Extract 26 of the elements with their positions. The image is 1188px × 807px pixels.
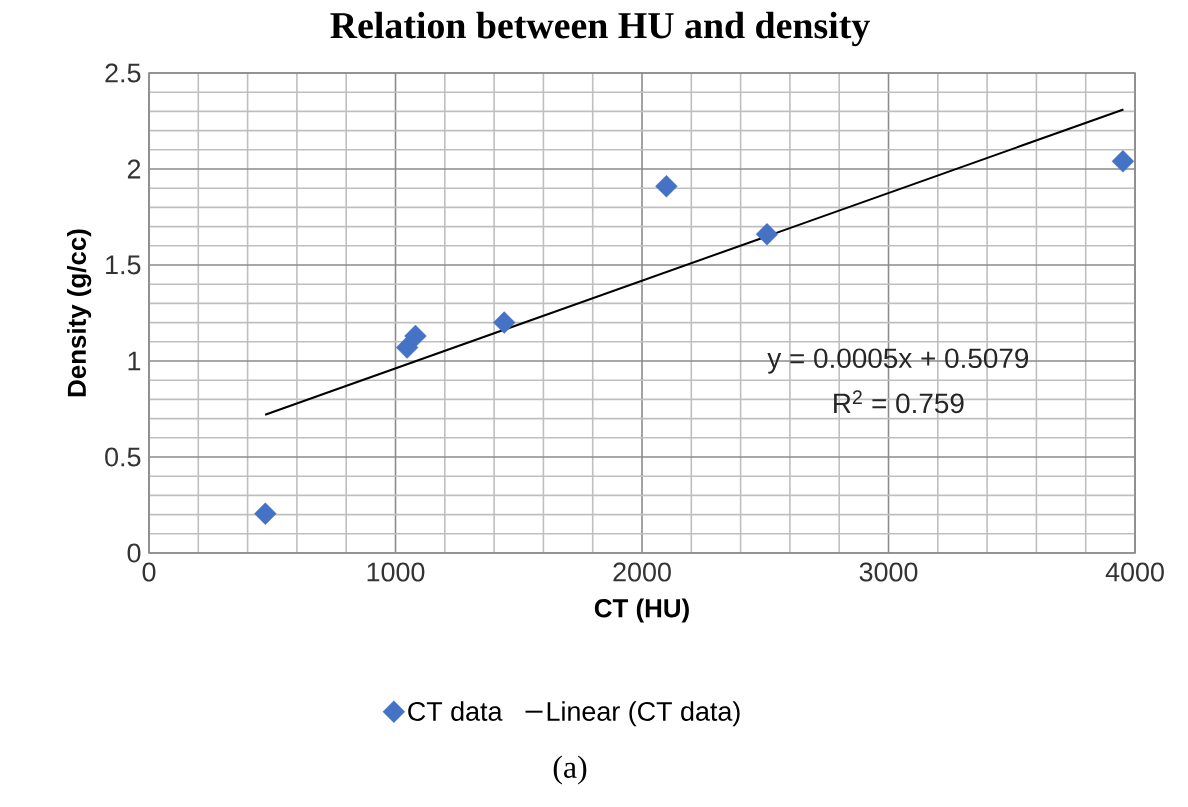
y-tick-label: 2 xyxy=(127,159,141,179)
point xyxy=(655,175,678,198)
x-tick-label: 0 xyxy=(142,562,156,582)
point xyxy=(1111,150,1135,173)
point xyxy=(395,336,419,359)
point xyxy=(493,311,516,334)
text: (a) xyxy=(553,755,587,785)
legend-label: Linear (CT data) xyxy=(547,701,740,727)
y-tick-label: 0 xyxy=(127,543,141,563)
x-tick-label: 1000 xyxy=(367,562,425,582)
point xyxy=(755,223,779,246)
y-tick-label: 0.5 xyxy=(105,447,141,467)
chart-title: Relation between HU and density xyxy=(330,11,870,47)
annotation: y = 0.0005x + 0.5079 xyxy=(767,348,1029,374)
y-tick-label: 1 xyxy=(128,351,141,371)
y-axis-title: Density (g/cc) xyxy=(66,229,92,397)
x-axis-title: CT (HU) xyxy=(594,598,689,623)
x-tick-label: 2000 xyxy=(613,562,671,582)
x-tick-label: 3000 xyxy=(859,562,918,582)
x-tick-label: 4000 xyxy=(1105,562,1164,582)
annotation: R$^{2}$ = 0.759 xyxy=(834,390,964,414)
point xyxy=(254,502,277,525)
y-tick-label: 1.5 xyxy=(106,255,141,275)
y-tick-label: 2.5 xyxy=(105,63,141,83)
point xyxy=(404,324,427,348)
legend-label: CT data xyxy=(408,701,503,721)
